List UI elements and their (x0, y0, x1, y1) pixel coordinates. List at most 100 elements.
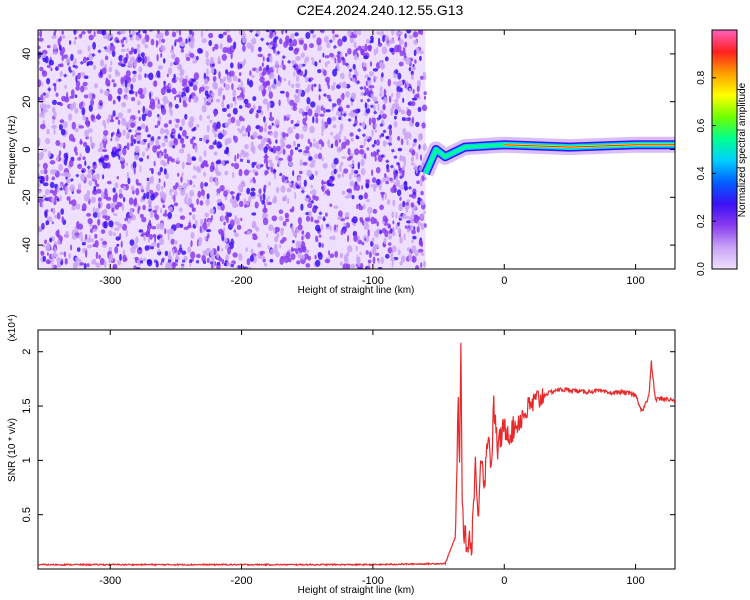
noise-speck (290, 253, 296, 260)
noise-speck (331, 30, 335, 34)
spectrogram-y-label: Frequency (Hz) (7, 116, 18, 185)
noise-speck (217, 132, 224, 140)
noise-speck (199, 200, 204, 206)
noise-speck (174, 123, 179, 129)
noise-speck (127, 108, 132, 113)
noise-speck (355, 245, 358, 252)
noise-speck (315, 235, 319, 243)
noise-speck (232, 107, 238, 115)
noise-speck (164, 250, 169, 257)
noise-streak (59, 135, 231, 192)
noise-speck (224, 138, 228, 146)
noise-speck (171, 79, 177, 84)
noise-speck (285, 218, 290, 223)
noise-speck (237, 97, 243, 101)
noise-speck (58, 124, 63, 131)
noise-speck (175, 76, 179, 81)
noise-speck (218, 257, 223, 262)
noise-speck (101, 148, 108, 153)
noise-speck (364, 102, 368, 109)
noise-speck (360, 158, 365, 167)
noise-speck (124, 217, 129, 222)
noise-speck (269, 132, 273, 136)
noise-speck (386, 168, 390, 173)
noise-speck (218, 33, 224, 39)
noise-speck (343, 168, 349, 174)
noise-speck (195, 166, 201, 172)
noise-speck (372, 256, 376, 264)
noise-speck (206, 68, 209, 76)
noise-speck (174, 95, 177, 101)
noise-speck (40, 94, 44, 102)
noise-speck (242, 44, 246, 52)
noise-speck (351, 159, 355, 166)
noise-speck (245, 152, 250, 158)
noise-speck (404, 82, 407, 89)
noise-speck (250, 107, 254, 113)
noise-speck (41, 82, 44, 87)
noise-speck (90, 114, 95, 122)
noise-speck (77, 163, 83, 169)
noise-speck (85, 145, 91, 154)
noise-speck (384, 35, 390, 42)
noise-speck (150, 38, 155, 46)
noise-speck (397, 80, 403, 87)
noise-speck (411, 97, 418, 101)
noise-speck (341, 190, 346, 195)
noise-speck (250, 187, 256, 192)
noise-speck (293, 48, 299, 55)
noise-speck (42, 255, 46, 262)
noise-speck (139, 165, 142, 173)
noise-speck (111, 79, 115, 83)
noise-speck (229, 191, 235, 195)
noise-speck (418, 144, 421, 150)
noise-speck (314, 219, 320, 224)
noise-speck (98, 254, 101, 260)
noise-speck (148, 72, 154, 81)
y-tick-label: 0.5 (21, 507, 33, 522)
noise-speck (391, 245, 397, 253)
noise-speck (224, 170, 229, 176)
noise-speck (114, 71, 121, 77)
noise-speck (321, 124, 326, 131)
noise-speck (104, 123, 107, 130)
noise-speck (172, 248, 175, 256)
noise-speck (238, 253, 243, 261)
noise-speck (152, 145, 158, 153)
noise-speck (115, 236, 121, 241)
noise-speck (109, 203, 115, 208)
x-tick-label: 0 (501, 575, 507, 587)
noise-speck (365, 80, 368, 86)
noise-speck (299, 159, 303, 167)
noise-speck (77, 72, 81, 80)
noise-speck (364, 237, 367, 242)
noise-speck (372, 96, 378, 102)
noise-speck (388, 128, 393, 136)
noise-speck (379, 92, 383, 97)
noise-speck (111, 114, 114, 123)
noise-speck (52, 51, 58, 55)
noise-speck (193, 165, 196, 171)
noise-speck (221, 160, 225, 166)
noise-speck (155, 183, 161, 192)
noise-speck (279, 38, 283, 45)
noise-speck (125, 162, 128, 167)
noise-speck (229, 70, 235, 77)
noise-speck (203, 171, 207, 177)
noise-speck (263, 155, 269, 159)
noise-speck (339, 164, 342, 173)
noise-speck (307, 108, 313, 117)
noise-speck (347, 188, 352, 194)
noise-speck (240, 80, 243, 89)
noise-speck (257, 242, 262, 248)
noise-speck (57, 37, 61, 46)
noise-speck (47, 260, 51, 264)
noise-speck (204, 90, 209, 97)
noise-speck (146, 155, 150, 160)
noise-speck (131, 30, 136, 36)
noise-speck (120, 39, 124, 44)
noise-speck (255, 226, 260, 232)
noise-speck (82, 156, 86, 160)
noise-speck (221, 248, 224, 252)
noise-speck (412, 143, 416, 148)
